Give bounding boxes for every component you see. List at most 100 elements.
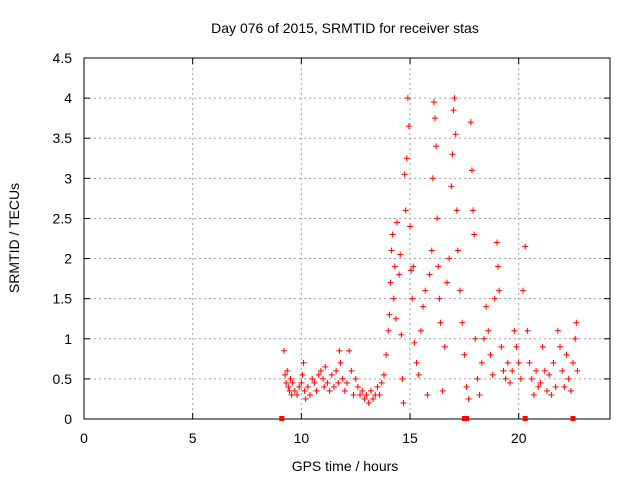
- data-point: [320, 375, 327, 382]
- data-point: [392, 315, 399, 322]
- data-point: [357, 391, 364, 398]
- data-point: [393, 219, 400, 226]
- data-point: [476, 391, 483, 398]
- y-tick-label: 1: [64, 331, 72, 347]
- data-point: [402, 207, 409, 214]
- plot-frame: [83, 57, 611, 420]
- data-point: [400, 399, 407, 406]
- data-point: [474, 375, 481, 382]
- data-point: [429, 175, 436, 182]
- data-point: [570, 359, 577, 366]
- data-point: [321, 383, 328, 390]
- data-point: [511, 327, 518, 334]
- data-point: [487, 351, 494, 358]
- data-point: [361, 395, 368, 402]
- data-point: [563, 351, 570, 358]
- data-point: [541, 367, 548, 374]
- data-point: [385, 327, 392, 334]
- data-point: [496, 287, 503, 294]
- data-point: [509, 367, 516, 374]
- data-point: [415, 371, 422, 378]
- data-point: [513, 343, 520, 350]
- data-point: [426, 271, 433, 278]
- data-point: [559, 367, 566, 374]
- data-point: [557, 343, 564, 350]
- data-point: [387, 279, 394, 286]
- data-point: [446, 255, 453, 262]
- y-tick-label: 1.5: [53, 291, 73, 307]
- data-point: [504, 359, 511, 366]
- data-point: [336, 347, 343, 354]
- data-point: [439, 387, 446, 394]
- data-point: [388, 247, 395, 254]
- data-point: [472, 335, 479, 342]
- data-point: [567, 387, 574, 394]
- zero-marker: [570, 416, 576, 421]
- data-point: [289, 379, 296, 386]
- data-point: [420, 303, 427, 310]
- data-point: [284, 367, 291, 374]
- data-point: [407, 223, 414, 230]
- data-point: [348, 367, 355, 374]
- data-point: [283, 379, 290, 386]
- data-point: [304, 383, 311, 390]
- y-axis-label: SRMTID / TECUs: [6, 183, 22, 293]
- data-point: [561, 383, 568, 390]
- data-point: [365, 399, 372, 406]
- data-point: [520, 287, 527, 294]
- data-point: [300, 359, 307, 366]
- data-point: [433, 143, 440, 150]
- x-tick-label: 20: [511, 430, 527, 446]
- y-tick-label: 3: [64, 170, 72, 186]
- data-point: [502, 375, 509, 382]
- data-point: [478, 359, 485, 366]
- data-point: [428, 247, 435, 254]
- data-point: [324, 379, 331, 386]
- data-point: [335, 379, 342, 386]
- data-point: [574, 367, 581, 374]
- data-point: [287, 375, 294, 382]
- data-point: [498, 343, 505, 350]
- data-point: [539, 343, 546, 350]
- data-points: [279, 95, 581, 421]
- data-point: [480, 335, 487, 342]
- data-point: [515, 359, 522, 366]
- data-point: [317, 367, 324, 374]
- data-point: [346, 347, 353, 354]
- data-point: [507, 379, 514, 386]
- data-point: [422, 287, 429, 294]
- y-tick-label: 0.5: [53, 371, 73, 387]
- data-point: [282, 371, 289, 378]
- data-point: [530, 391, 537, 398]
- data-point: [533, 367, 540, 374]
- data-point: [288, 391, 295, 398]
- data-point: [313, 387, 320, 394]
- data-point: [411, 339, 418, 346]
- data-point: [491, 295, 498, 302]
- data-point: [528, 375, 535, 382]
- data-point: [437, 319, 444, 326]
- data-point: [390, 295, 397, 302]
- data-point: [483, 303, 490, 310]
- data-point: [344, 379, 350, 386]
- data-point: [424, 391, 431, 398]
- y-tick-label: 2.5: [53, 210, 73, 226]
- y-tick-label: 2: [64, 251, 72, 267]
- data-point: [451, 95, 458, 102]
- data-point: [449, 151, 456, 158]
- data-point: [386, 311, 393, 318]
- data-point: [432, 115, 439, 122]
- data-point: [378, 379, 385, 386]
- data-point: [339, 375, 346, 382]
- data-point: [326, 387, 333, 394]
- data-point: [517, 375, 524, 382]
- data-point: [457, 287, 464, 294]
- data-point: [367, 387, 374, 394]
- data-point: [298, 379, 305, 386]
- data-point: [468, 167, 475, 174]
- data-point: [401, 171, 408, 178]
- grid: [84, 58, 610, 419]
- data-point: [309, 375, 316, 382]
- data-point: [450, 107, 457, 114]
